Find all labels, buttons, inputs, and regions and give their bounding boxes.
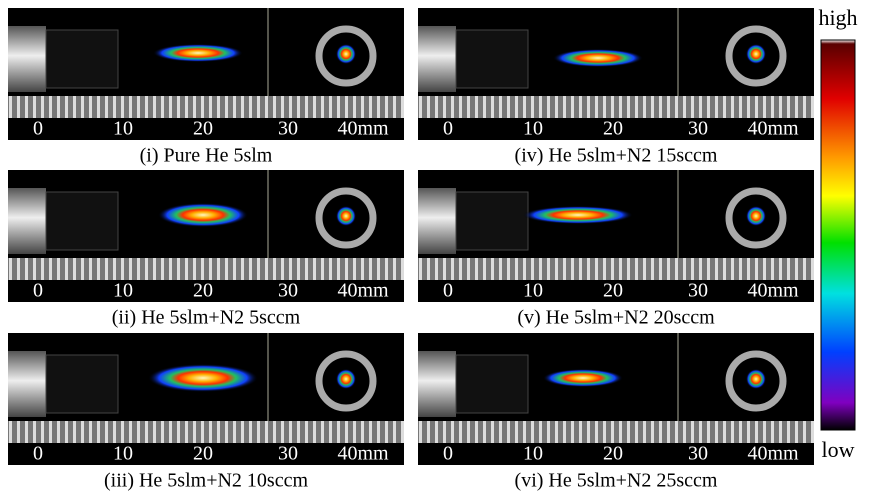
panel: 0 10 20 30 40mm (vi) He 5slm+N2 25sccm	[418, 333, 814, 492]
caption: (ii) He 5slm+N2 5sccm	[112, 307, 301, 329]
ruler	[418, 96, 814, 118]
scale-label: 20	[193, 118, 213, 140]
scale-label: 40mm	[337, 118, 389, 140]
caption: (i) Pure He 5slm	[140, 145, 273, 167]
colorbar	[821, 40, 855, 430]
ruler	[418, 258, 814, 280]
scale-label: 0	[33, 280, 43, 302]
scale-label: 0	[443, 118, 453, 140]
scale-label: 20	[603, 118, 623, 140]
tube	[46, 355, 118, 413]
scale-label: 0	[443, 280, 453, 302]
scale-label: 40mm	[337, 280, 389, 302]
plasma-plume	[523, 206, 633, 224]
scale-label: 10	[523, 118, 543, 140]
colorbar-high: high	[818, 5, 857, 30]
nozzle	[8, 188, 46, 254]
caption: (v) He 5slm+N2 20sccm	[517, 307, 715, 329]
scale-label: 10	[523, 443, 543, 465]
scale-label: 0	[33, 443, 43, 465]
nozzle	[8, 26, 46, 92]
plasma-plume	[543, 369, 623, 387]
scale-label: 10	[113, 443, 133, 465]
scale-label: 20	[603, 443, 623, 465]
panel: 0 10 20 30 40mm (i) Pure He 5slm	[8, 8, 404, 167]
scale-label: 20	[193, 280, 213, 302]
scale-label: 40mm	[747, 280, 799, 302]
scale-label: 30	[278, 118, 298, 140]
ring-glow	[746, 44, 766, 64]
ring-glow	[336, 206, 356, 226]
ruler	[418, 421, 814, 443]
scale-label: 30	[688, 118, 708, 140]
ruler	[8, 96, 404, 118]
scale-label: 30	[688, 443, 708, 465]
scale-label: 0	[33, 118, 43, 140]
panel: 0 10 20 30 40mm (iii) He 5slm+N2 10sccm	[8, 333, 404, 492]
figure: high low 0 10 20 30 40mm (i) Pure He 5slm 0 10 2…	[0, 0, 873, 498]
plasma-plume	[158, 203, 248, 227]
plasma-plume	[553, 49, 643, 67]
panel: 0 10 20 30 40mm (iv) He 5slm+N2 15sccm	[418, 8, 814, 167]
ruler	[8, 421, 404, 443]
tube	[46, 30, 118, 88]
tube	[456, 192, 528, 250]
scale-label: 40mm	[747, 118, 799, 140]
nozzle	[8, 351, 46, 417]
nozzle	[418, 351, 456, 417]
caption: (vi) He 5slm+N2 25sccm	[515, 470, 718, 492]
scale-label: 0	[443, 443, 453, 465]
panel: 0 10 20 30 40mm (v) He 5slm+N2 20sccm	[418, 170, 814, 329]
tube	[456, 30, 528, 88]
ring-glow	[336, 44, 356, 64]
scale-label: 40mm	[337, 443, 389, 465]
scale-label: 30	[278, 280, 298, 302]
ring-glow	[746, 206, 766, 226]
colorbar-low: low	[822, 437, 855, 462]
scale-label: 20	[193, 443, 213, 465]
ring-glow	[336, 369, 356, 389]
panel: 0 10 20 30 40mm (ii) He 5slm+N2 5sccm	[8, 170, 404, 329]
scale-label: 10	[113, 118, 133, 140]
ring-glow	[746, 369, 766, 389]
scale-label: 30	[688, 280, 708, 302]
nozzle	[418, 26, 456, 92]
plasma-plume	[153, 44, 243, 62]
ruler	[8, 258, 404, 280]
scale-label: 10	[523, 280, 543, 302]
scale-label: 10	[113, 280, 133, 302]
tube	[46, 192, 118, 250]
scale-label: 20	[603, 280, 623, 302]
caption: (iii) He 5slm+N2 10sccm	[104, 470, 308, 492]
scale-label: 30	[278, 443, 298, 465]
nozzle	[418, 188, 456, 254]
plasma-plume	[148, 364, 258, 392]
scale-label: 40mm	[747, 443, 799, 465]
caption: (iv) He 5slm+N2 15sccm	[515, 145, 718, 167]
tube	[456, 355, 528, 413]
